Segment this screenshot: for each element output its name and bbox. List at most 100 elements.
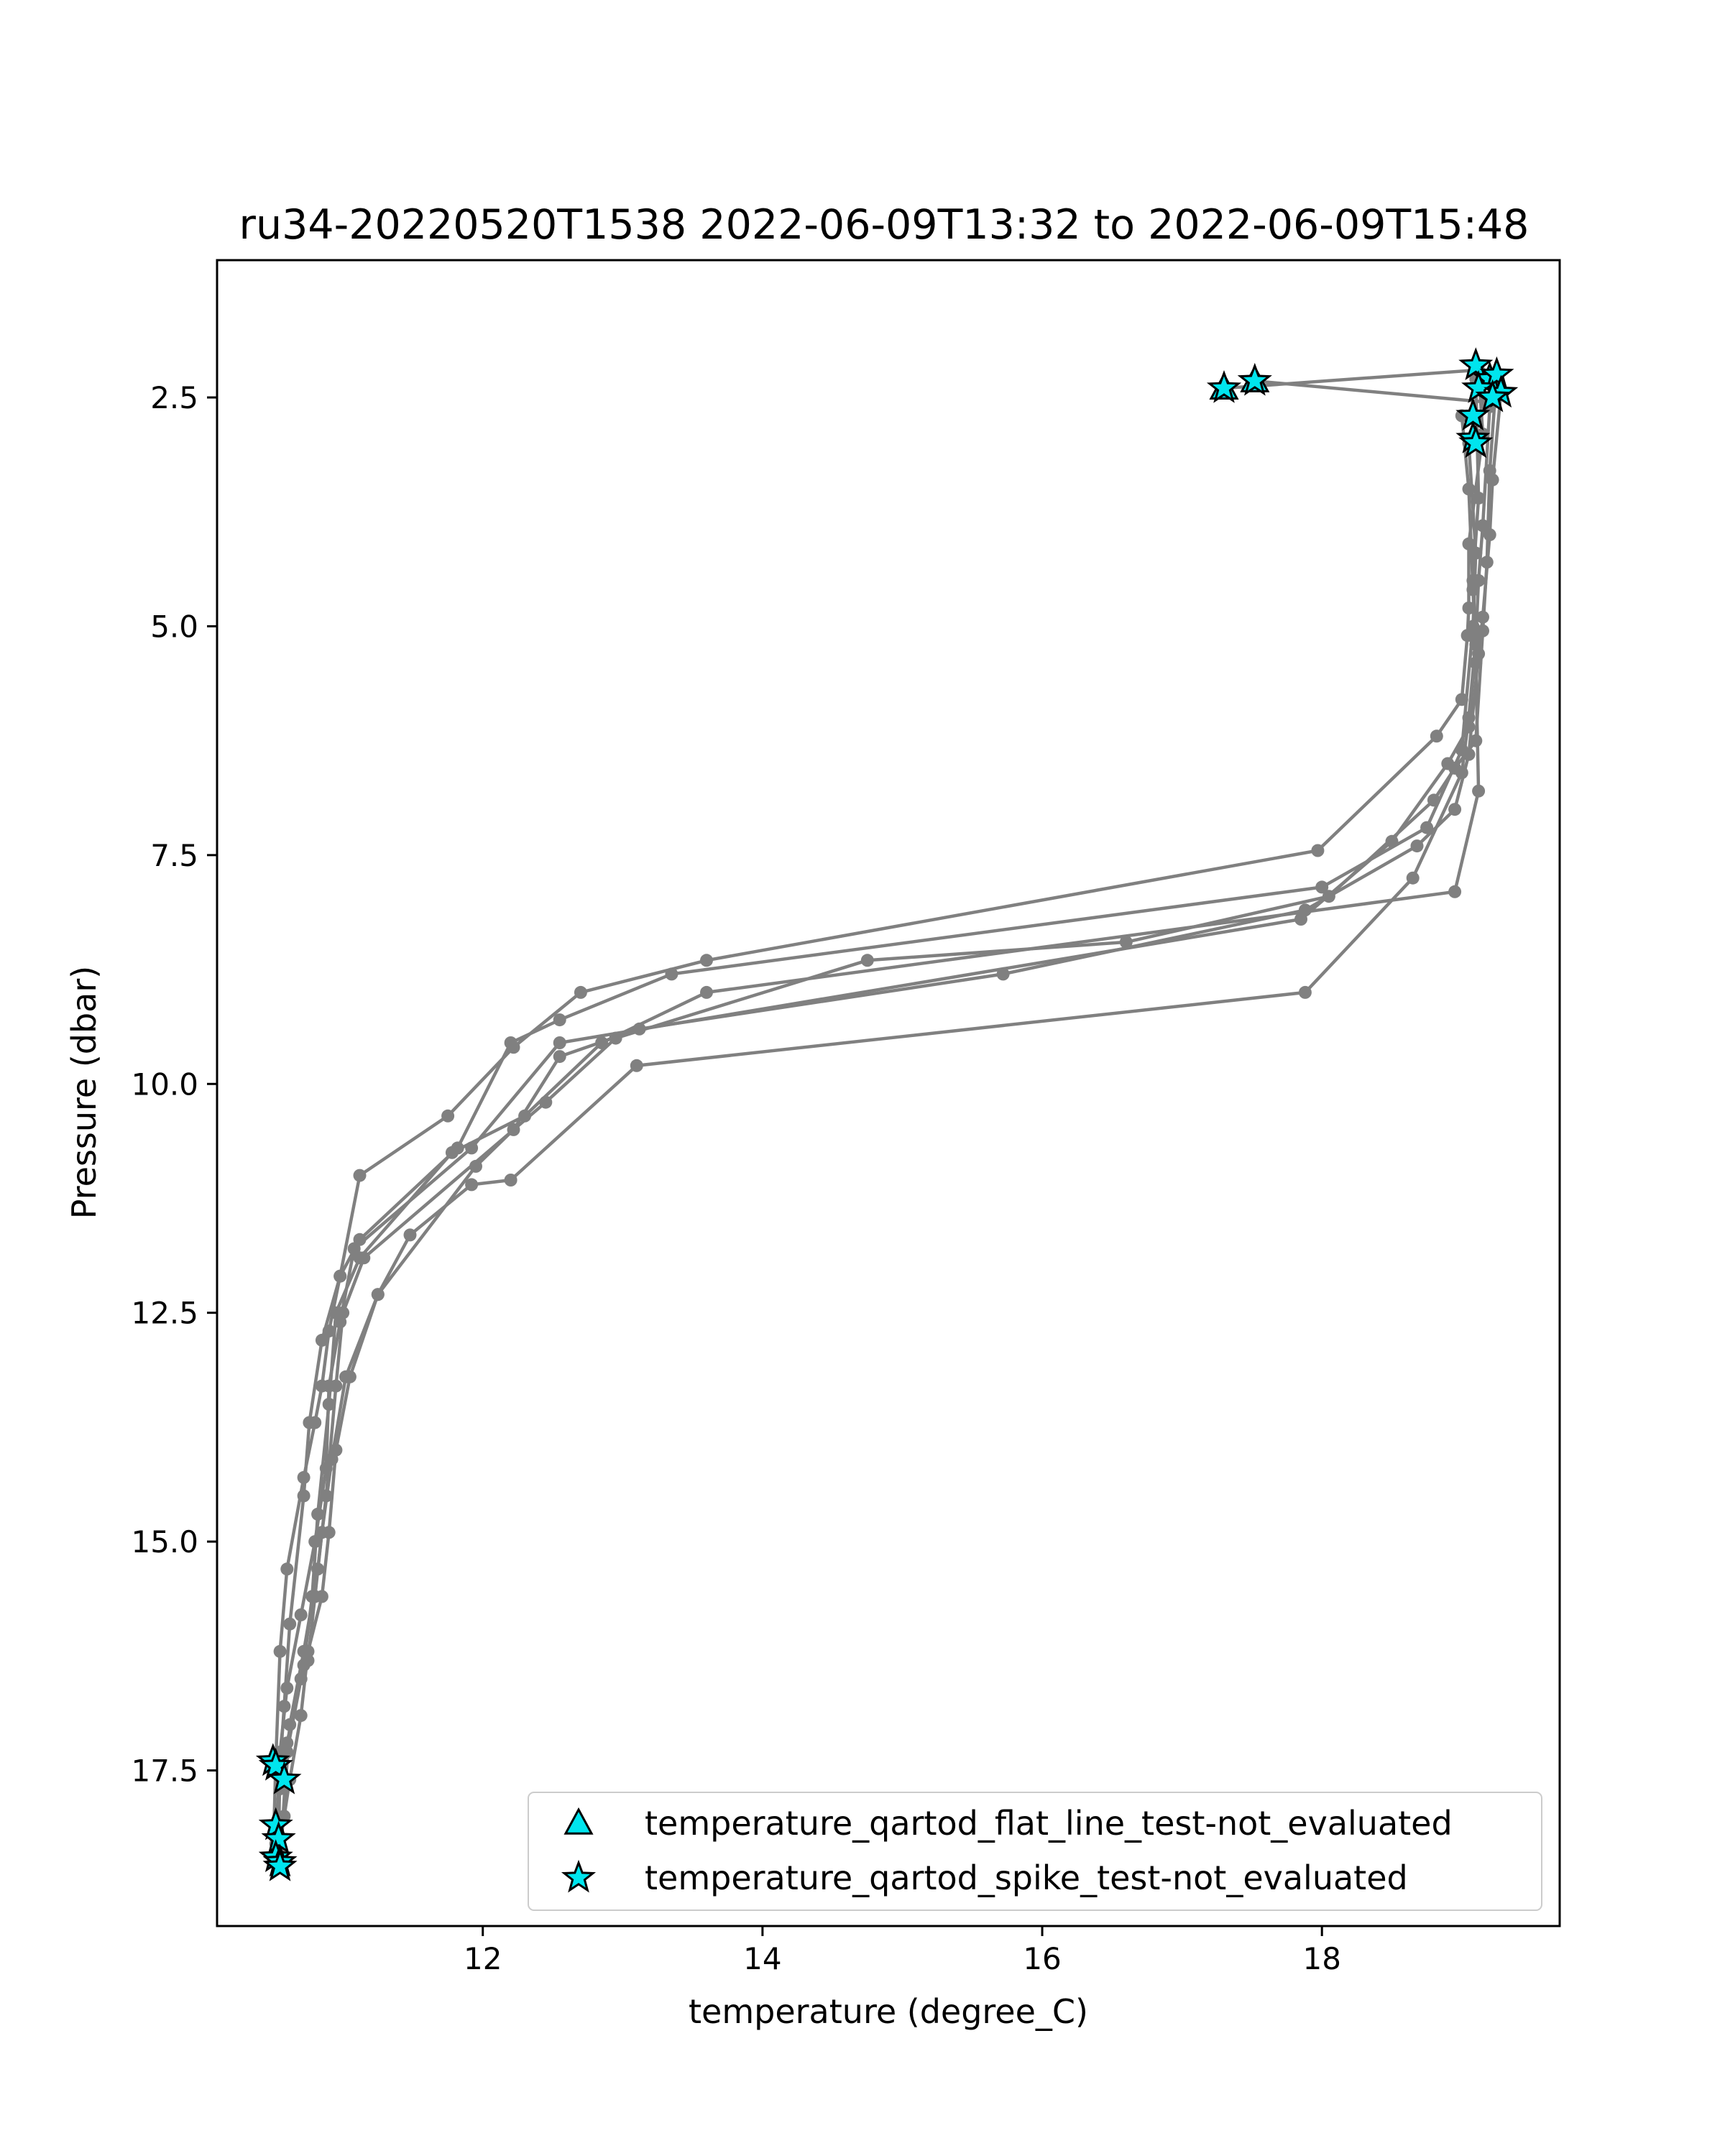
spike-marker [1237,362,1272,396]
profile-point [280,1681,294,1695]
spike-marker [1458,425,1494,459]
x-axis-label: temperature (degree_C) [689,1992,1088,2031]
profile-point [353,1251,367,1265]
profile-point [371,1288,385,1302]
x-tick-label: 16 [1023,1941,1061,1976]
plot-area [255,347,1519,1881]
spike-marker [1479,356,1514,390]
legend: temperature_qartod_flat_line_test-not_ev… [528,1792,1542,1911]
plot-frame [216,259,1561,1927]
profile-point [280,1746,294,1759]
profile-point [325,1452,339,1466]
profile-point [504,1036,518,1049]
spike-marker [1458,347,1494,380]
profile-point [297,1659,310,1672]
profile-point [469,1159,482,1173]
profile-point [700,985,713,999]
profile-point [1311,844,1325,857]
profile-point [700,954,713,967]
profile-point [630,1059,643,1072]
profile-point [1462,482,1476,496]
profile-point [283,1617,297,1631]
profile-point [1476,610,1489,624]
legend-box [528,1792,1542,1911]
profile-point [507,1123,520,1136]
legend-triangle-icon [564,1807,594,1835]
profile-point [1427,793,1440,807]
x-tick-label: 18 [1302,1941,1340,1976]
y-tick-label: 7.5 [150,838,198,873]
profile-point [1483,528,1496,542]
profile-point [553,1050,566,1064]
profile-point [445,1146,459,1159]
spike-marker [258,1747,293,1781]
profile-point [518,1109,532,1123]
profile-point [1466,583,1480,596]
profile-point [574,985,587,999]
profile-point [353,1169,367,1182]
profile-point [465,1178,479,1192]
legend-label: temperature_qartod_spike_test-not_evalua… [645,1858,1408,1897]
profile-point [1385,834,1399,848]
profile-point [1410,839,1424,853]
profile-point [665,967,678,981]
y-tick-label: 12.5 [131,1296,198,1331]
profile-point [1455,766,1468,780]
profile-point [553,1036,566,1049]
profile-point [441,1109,455,1123]
x-tick-label: 12 [464,1941,502,1976]
profile-point [1462,711,1476,724]
profile-point [273,1644,287,1658]
x-tick-label: 14 [743,1941,781,1976]
profiles-layer [266,363,1508,1874]
legend-star-icon [561,1859,597,1893]
profile-point [322,1398,336,1411]
spike-marker [262,1848,298,1881]
profile-point [315,1526,328,1539]
spike-marker [267,1761,302,1795]
profile-point [1420,821,1434,834]
y-axis: 2.5 5.0 7.5 10.0 12.5 15.0 17.5 [131,380,217,1788]
profile-point [294,1709,308,1723]
profile-point [1448,885,1462,898]
profile-point [297,1489,310,1503]
spike-marker [1475,379,1510,413]
profile-line [282,392,1503,1817]
profile-point [305,1590,319,1603]
profile-point [1476,519,1489,533]
profile-point [1119,935,1133,949]
y-tick-label: 5.0 [150,609,198,644]
profile-point [553,1013,566,1027]
profile-point [294,1608,308,1621]
profile-point [595,1036,609,1049]
profile-line [278,374,1499,1862]
profile-line [277,379,1481,1853]
profile-point [996,967,1010,981]
profile-point [280,1562,294,1576]
y-tick-label: 10.0 [131,1067,198,1102]
profile-point [1472,784,1486,798]
y-tick-label: 17.5 [131,1753,198,1788]
spike-marker [1461,369,1496,403]
spike-marker [1206,370,1242,403]
profile-point [339,1370,352,1383]
y-tick-label: 15.0 [131,1524,198,1560]
profile-point [329,1306,343,1319]
profile-point [1298,985,1312,999]
chart-title: ru34-20220520T1538 2022-06-09T13:32 to 2… [239,201,1530,249]
profile-point [329,1379,343,1393]
profile-point [1486,473,1499,487]
profile-point [311,1507,325,1521]
profile-point [315,1333,328,1347]
profile-point [303,1416,316,1429]
profile-point [860,954,874,967]
legend-label: temperature_qartod_flat_line_test-not_ev… [645,1804,1453,1843]
y-axis-label: Pressure (dbar) [65,966,104,1219]
profile-point [1469,656,1483,670]
profile-point [1448,803,1462,816]
profile-line [278,415,1481,1867]
profile-point [1315,880,1329,894]
profile-point [1430,729,1443,743]
profile-point [1406,871,1420,885]
